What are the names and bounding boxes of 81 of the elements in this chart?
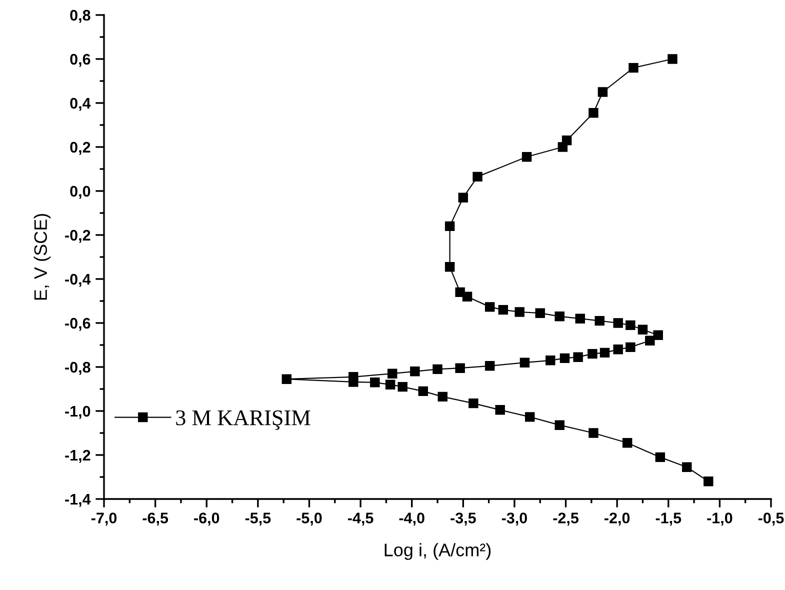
point: [472, 172, 482, 182]
y-tick-label: 0,4: [70, 98, 91, 111]
point: [398, 382, 408, 392]
point: [524, 412, 535, 422]
point: [558, 142, 568, 152]
point: [498, 304, 508, 315]
point: [588, 348, 598, 359]
point: [704, 476, 714, 486]
point: [410, 366, 420, 376]
point: [535, 308, 545, 318]
point: [588, 108, 598, 118]
y-tick-label: -1,2: [65, 450, 90, 463]
point: [600, 348, 610, 358]
point: [455, 363, 465, 373]
point: [495, 405, 505, 415]
point: [588, 428, 598, 438]
x-tick-label: -4,0: [399, 512, 424, 526]
point: [418, 386, 428, 396]
point: [554, 312, 564, 322]
point: [444, 262, 455, 272]
point: [484, 361, 495, 371]
point: [628, 62, 638, 73]
y-tick-label: 0,2: [70, 142, 90, 155]
point: [444, 221, 455, 232]
point: [484, 302, 495, 312]
point: [668, 54, 678, 64]
point: [626, 320, 636, 330]
point: [655, 452, 666, 462]
point: [468, 398, 478, 408]
y-tick-label: -0,8: [65, 362, 90, 375]
x-tick-label: -3,5: [450, 512, 476, 526]
point: [438, 392, 448, 402]
point: [613, 344, 623, 354]
y-tick-label: -0,6: [65, 318, 90, 331]
x-tick-label: -5,0: [296, 512, 322, 526]
point: [385, 380, 396, 390]
point: [522, 152, 532, 162]
x-tick-label: -4,5: [348, 512, 374, 526]
point: [462, 292, 472, 302]
point: [682, 462, 692, 472]
x-tick-label: -7,0: [91, 512, 117, 526]
x-tick-label: -6,5: [142, 512, 168, 526]
point: [560, 353, 570, 364]
point: [626, 342, 636, 352]
y-tick-label: -1,0: [65, 406, 90, 419]
point: [575, 314, 585, 324]
x-tick-label: -3,0: [502, 512, 527, 526]
point: [573, 352, 583, 362]
point: [348, 377, 358, 387]
point: [554, 420, 564, 430]
point: [594, 316, 604, 326]
point: [458, 192, 468, 202]
x-tick-label: -2,5: [553, 512, 579, 526]
y-axis-title: E, V (SCE): [34, 214, 51, 300]
point: [613, 318, 623, 328]
x-tick-label: -0,5: [758, 512, 784, 526]
point: [638, 324, 648, 334]
y-tick-label: -1,4: [65, 494, 91, 507]
point: [387, 368, 398, 378]
point: [622, 438, 632, 448]
x-tick-label: -6,0: [194, 512, 220, 526]
y-tick-label: 0,6: [70, 54, 90, 67]
point: [598, 87, 608, 97]
x-tick-label: -5,5: [245, 512, 271, 526]
point: [282, 374, 292, 384]
legend-label: 3 M KARIŞIM: [176, 410, 310, 430]
point: [645, 336, 655, 346]
x-axis-title: Log i, (A/cm²): [384, 543, 491, 560]
y-tick-label: 0,8: [70, 10, 90, 23]
y-tick-label: -0,2: [65, 230, 90, 243]
point: [546, 356, 556, 366]
point: [432, 364, 442, 374]
x-tick-label: -1,5: [656, 512, 682, 526]
x-tick-label: -1,0: [707, 512, 732, 526]
point: [520, 358, 530, 368]
y-tick-label: -0,4: [65, 274, 91, 287]
x-tick-label: -2,0: [604, 512, 630, 526]
point: [653, 330, 663, 340]
point: [370, 378, 380, 388]
y-tick-label: 0,0: [70, 186, 90, 199]
point: [514, 307, 524, 317]
